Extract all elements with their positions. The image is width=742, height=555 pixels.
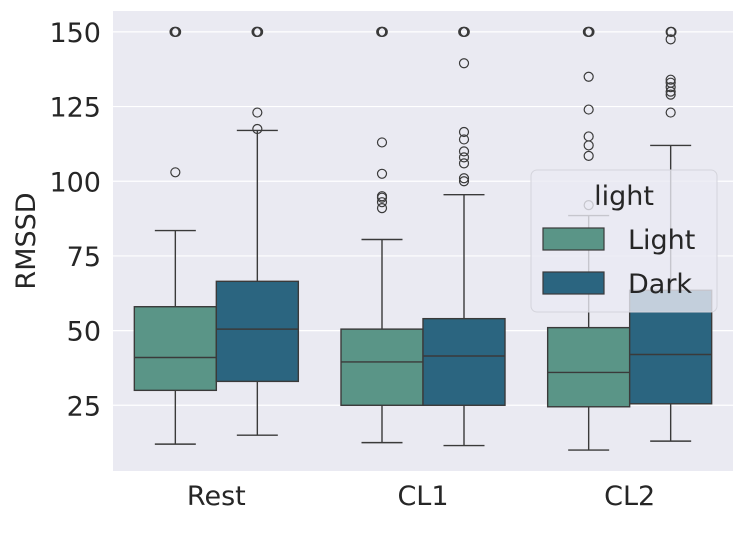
outlier-point	[458, 173, 470, 184]
outlier-point	[583, 104, 594, 115]
outlier-point	[376, 197, 388, 208]
outlier-point	[665, 107, 676, 118]
box-light-cl1	[340, 26, 424, 444]
legend-title: light	[594, 181, 654, 212]
outlier-point	[458, 152, 470, 163]
outlier-point	[170, 167, 181, 178]
outlier-point	[458, 58, 470, 69]
legend-label-dark: Dark	[628, 269, 692, 300]
y-tick-label: 100	[49, 167, 101, 198]
x-tick-label: CL2	[604, 481, 655, 512]
outlier-point	[252, 123, 263, 135]
x-ticks: Rest CL1 CL2	[187, 481, 655, 512]
x-tick-label: Rest	[187, 481, 246, 512]
y-tick-label: 75	[67, 242, 101, 273]
outlier-point	[665, 82, 676, 93]
box-iqr	[133, 306, 218, 392]
box-iqr	[422, 317, 506, 406]
outlier-point	[665, 74, 676, 85]
outlier-point	[252, 26, 263, 38]
y-axis-label: RMSSD	[11, 192, 42, 289]
y-tick-label: 25	[67, 391, 101, 422]
outlier-point	[666, 26, 677, 38]
box-iqr	[340, 328, 424, 406]
y-tick-label: 50	[67, 317, 101, 348]
y-tick-label: 150	[49, 18, 101, 49]
outlier-point	[458, 176, 470, 187]
outlier-point	[169, 26, 180, 38]
box-iqr	[215, 280, 300, 383]
outlier-point	[458, 146, 470, 157]
box-light-rest	[133, 26, 218, 445]
outlier-point	[376, 168, 388, 179]
boxes	[133, 26, 713, 451]
outlier-point	[665, 89, 676, 100]
outlier-point	[583, 131, 594, 142]
y-tick-label: 125	[49, 93, 101, 124]
outlier-point	[458, 126, 470, 138]
outlier-point	[376, 203, 388, 214]
outlier-point	[252, 107, 263, 118]
outlier-point	[458, 26, 470, 38]
outlier-point	[376, 191, 388, 202]
x-tick-label: CL1	[397, 481, 448, 512]
outlier-point	[583, 71, 594, 82]
box-light-cl2	[546, 26, 631, 451]
outlier-point	[584, 26, 595, 38]
legend-label-light: Light	[628, 225, 695, 256]
outlier-point	[458, 158, 470, 169]
outlier-point	[458, 134, 470, 145]
outlier-point	[583, 150, 594, 161]
legend: light Light Dark	[530, 169, 718, 313]
box-dark-rest	[215, 26, 300, 436]
legend-swatch-light	[542, 227, 605, 251]
outlier-point	[377, 26, 388, 38]
outlier-point	[665, 77, 676, 88]
outlier-point	[376, 137, 388, 148]
outlier-point	[665, 34, 676, 45]
legend-swatch-dark	[542, 271, 605, 295]
box-iqr	[546, 326, 631, 408]
y-ticks: 25 50 75 100 125 150	[49, 18, 101, 422]
box-dark-cl1	[422, 26, 506, 447]
